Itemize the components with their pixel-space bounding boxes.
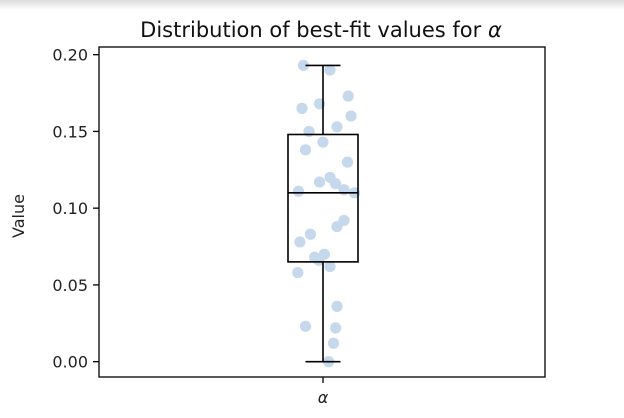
data-point xyxy=(292,185,305,197)
window-top-shadow xyxy=(0,0,624,10)
data-point xyxy=(324,260,336,273)
data-point xyxy=(342,90,354,102)
data-point xyxy=(338,184,350,196)
plot-area-frame xyxy=(98,46,546,378)
data-point xyxy=(341,156,354,168)
data-point xyxy=(324,64,336,76)
chart-title-symbol: α xyxy=(488,18,502,42)
box-and-whiskers xyxy=(287,64,359,363)
data-point xyxy=(292,267,304,279)
data-point xyxy=(331,300,343,312)
data-point xyxy=(313,176,326,188)
data-point xyxy=(299,320,312,332)
data-point xyxy=(297,59,309,72)
y-tick-label: 0.20 xyxy=(52,46,88,65)
data-point xyxy=(303,125,315,138)
data-point xyxy=(330,178,342,190)
y-tick-label: 0.05 xyxy=(52,276,88,295)
y-tick-label: 0.10 xyxy=(52,199,88,218)
y-axis-ticks: 0.00 0.05 0.10 0.15 0.20 xyxy=(52,46,99,372)
data-point xyxy=(299,144,312,156)
y-tick-label: 0.15 xyxy=(52,122,88,141)
data-point xyxy=(317,136,329,148)
chart-title: Distribution of best-fit values for α xyxy=(140,18,502,42)
data-point xyxy=(331,121,343,133)
y-tick-label: 0.00 xyxy=(52,353,88,372)
data-point xyxy=(294,236,306,248)
data-point xyxy=(313,254,325,266)
data-point xyxy=(345,110,357,122)
x-tick-label: α xyxy=(318,388,329,407)
y-axis-label: Value xyxy=(9,194,28,238)
data-point xyxy=(296,102,308,114)
data-points xyxy=(292,59,361,368)
data-point xyxy=(327,337,340,349)
chart-title-text: Distribution of best-fit values for xyxy=(140,18,481,42)
interquartile-box xyxy=(287,133,359,263)
data-point xyxy=(331,220,343,233)
data-point xyxy=(304,228,316,240)
data-point xyxy=(330,322,342,334)
